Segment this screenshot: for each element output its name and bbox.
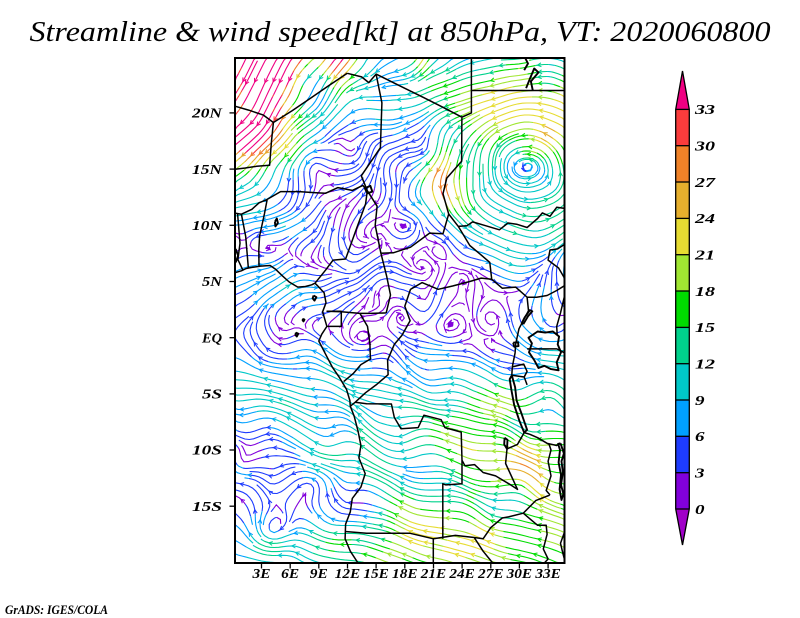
svg-text:18E: 18E (392, 567, 418, 582)
svg-text:20N: 20N (191, 107, 223, 122)
svg-text:0: 0 (695, 503, 705, 518)
svg-text:3E: 3E (251, 567, 270, 582)
svg-text:33E: 33E (534, 567, 561, 582)
svg-text:6: 6 (695, 430, 705, 445)
svg-text:30: 30 (694, 140, 715, 155)
svg-text:10S: 10S (192, 444, 222, 459)
svg-text:3: 3 (694, 467, 705, 482)
svg-text:9: 9 (695, 394, 705, 409)
svg-text:27: 27 (694, 176, 717, 191)
svg-text:21: 21 (694, 249, 715, 264)
svg-text:12: 12 (695, 358, 715, 373)
svg-text:27E: 27E (477, 567, 504, 582)
svg-text:21E: 21E (420, 567, 447, 582)
svg-text:5N: 5N (202, 275, 223, 290)
svg-text:GrADS: IGES/COLA: GrADS: IGES/COLA (5, 603, 108, 617)
svg-text:15N: 15N (192, 163, 223, 178)
svg-text:30E: 30E (506, 567, 533, 582)
svg-text:9E: 9E (310, 567, 328, 582)
svg-text:6E: 6E (281, 567, 299, 582)
svg-text:33: 33 (694, 103, 715, 118)
svg-text:Streamline & wind speed[kt] at: Streamline & wind speed[kt] at 850hPa, V… (30, 17, 771, 48)
svg-text:10N: 10N (192, 219, 223, 234)
svg-text:EQ: EQ (201, 331, 222, 346)
svg-text:15: 15 (695, 321, 715, 336)
svg-text:24E: 24E (448, 567, 475, 582)
svg-text:15S: 15S (192, 500, 222, 515)
svg-text:18: 18 (695, 285, 715, 300)
svg-text:5S: 5S (202, 388, 222, 403)
svg-text:12E: 12E (335, 567, 361, 582)
svg-text:24: 24 (694, 212, 715, 227)
svg-text:15E: 15E (363, 567, 389, 582)
